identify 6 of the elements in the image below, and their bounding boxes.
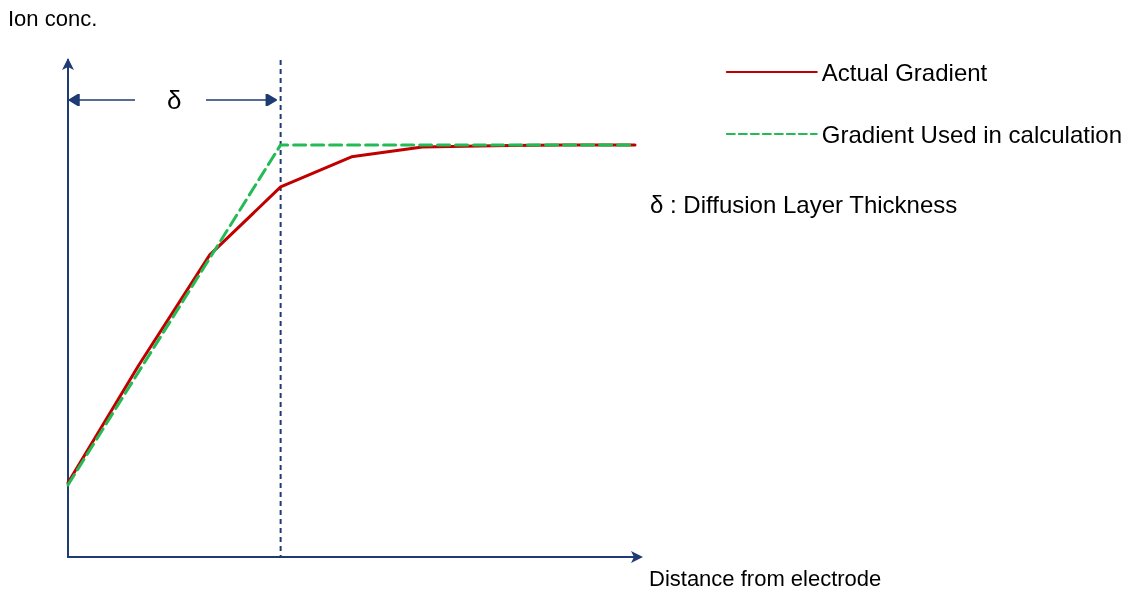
legend-label: Actual Gradient bbox=[821, 58, 988, 86]
x-axis-title: Distance from electrode bbox=[649, 565, 882, 591]
legend-label: Gradient Used in calculation bbox=[821, 120, 1123, 148]
text: Ion conc. bbox=[8, 6, 98, 32]
text: δ : Diffusion Layer Thickness bbox=[650, 191, 958, 219]
text: δ bbox=[166, 84, 183, 116]
